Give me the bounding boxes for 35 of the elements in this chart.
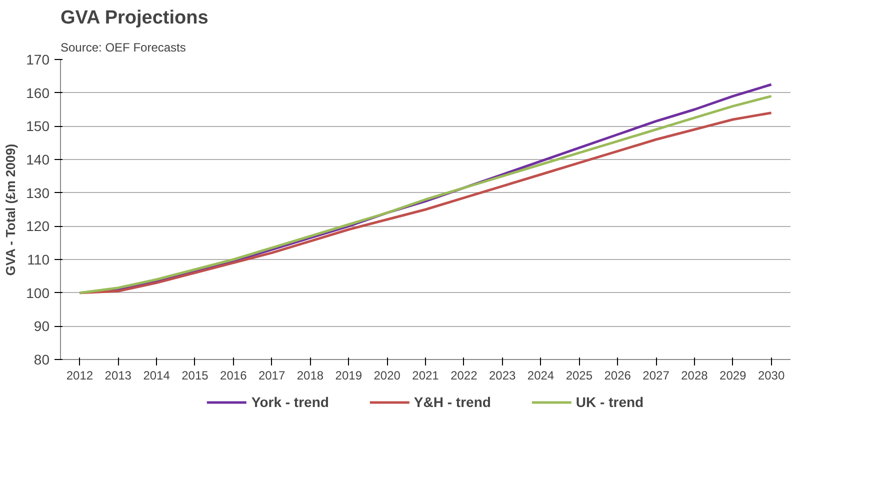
y-tick-label: 90 xyxy=(34,318,50,334)
y-tick-label: 120 xyxy=(26,218,50,234)
x-tick-label: 2016 xyxy=(220,368,248,382)
x-tick-label: 2022 xyxy=(450,368,478,382)
x-tick-label: 2028 xyxy=(681,368,708,382)
y-tick-label: 150 xyxy=(26,118,50,134)
x-tick-label: 2014 xyxy=(143,368,170,382)
x-tick-label: 2030 xyxy=(758,368,785,382)
x-tick-label: 2021 xyxy=(412,368,440,382)
x-tick-label: 2013 xyxy=(104,368,132,382)
y-tick-label: 100 xyxy=(26,284,50,301)
y-tick-label: 140 xyxy=(26,152,50,168)
x-tick-label: 2020 xyxy=(374,368,401,382)
chart-title: GVA Projections xyxy=(60,8,208,28)
x-tick-label: 2027 xyxy=(642,368,670,382)
x-tick-label: 2026 xyxy=(604,368,632,382)
x-tick-label: 2012 xyxy=(66,368,94,382)
legend-label: UK - trend xyxy=(576,394,644,410)
y-axis-title: GVA - Total (£m 2009) xyxy=(3,144,18,276)
x-tick-label: 2018 xyxy=(296,368,324,382)
x-tick-label: 2029 xyxy=(720,368,747,382)
chart-subtitle: Source: OEF Forecasts xyxy=(60,40,186,54)
y-tick-label: 130 xyxy=(26,184,50,201)
x-tick-label: 2024 xyxy=(527,368,554,382)
x-tick-label: 2015 xyxy=(182,368,209,382)
x-tick-label: 2023 xyxy=(488,368,516,382)
y-tick-label: 160 xyxy=(26,84,50,101)
legend-label: York - trend xyxy=(251,394,329,410)
y-tick-label: 110 xyxy=(27,252,50,268)
x-tick-label: 2019 xyxy=(335,368,362,382)
y-tick-label: 170 xyxy=(26,52,50,68)
x-tick-label: 2017 xyxy=(258,368,286,382)
y-tick-label: 80 xyxy=(34,352,50,368)
x-tick-label: 2025 xyxy=(566,368,593,382)
legend-label: Y&H - trend xyxy=(414,394,491,410)
